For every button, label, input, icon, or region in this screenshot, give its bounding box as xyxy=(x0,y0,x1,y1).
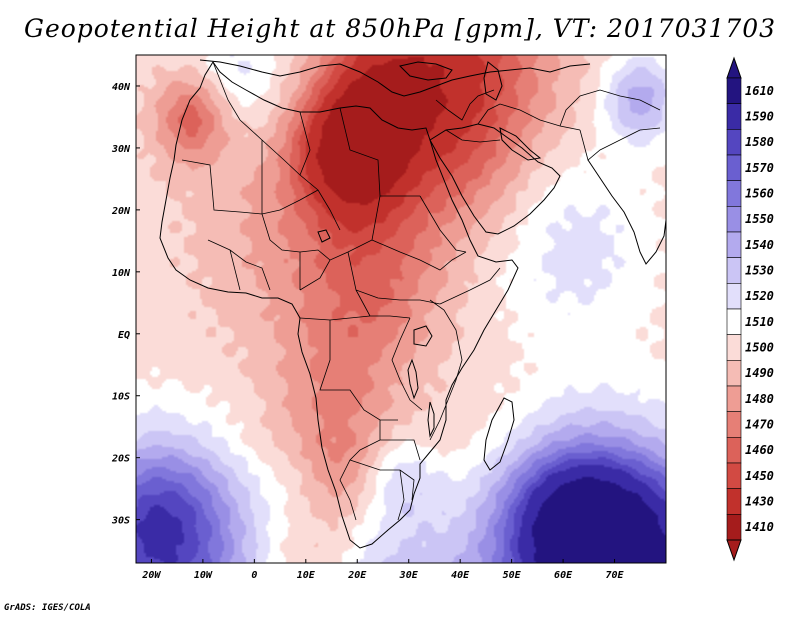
colorbar-label: 1570 xyxy=(745,161,774,175)
lake-malawi xyxy=(427,401,435,438)
map-title: Geopotential Height at 850hPa [gpm], VT:… xyxy=(23,14,777,43)
colorbar-label: 1410 xyxy=(745,520,774,534)
colorbar-label: 1500 xyxy=(745,341,774,355)
colorbar-label: 1450 xyxy=(745,469,774,483)
lat-tick-label: EQ xyxy=(118,330,130,341)
lake-victoria xyxy=(413,325,433,347)
lat-tick-label: 30N xyxy=(111,144,131,155)
colorbar-swatch xyxy=(726,129,742,156)
latitude-tick-labels: 40N 30N 20N 10N EQ 10S 20S 30S xyxy=(111,82,140,527)
colorbar-swatch xyxy=(726,360,742,387)
lat-tick-label: 10S xyxy=(112,392,130,403)
arabian-peninsula-coastline xyxy=(429,123,561,235)
colorbar-label: 1580 xyxy=(745,135,774,149)
map-plot-area xyxy=(135,54,667,564)
lon-tick-label: 0 xyxy=(251,570,257,581)
lon-tick-label: 10E xyxy=(297,570,316,581)
colorbar-label: 1560 xyxy=(745,187,774,201)
colorbar-swatch xyxy=(726,231,742,258)
plot-frame xyxy=(135,54,667,564)
geopotential-height-field xyxy=(136,55,666,563)
colorbar-label: 1520 xyxy=(745,289,774,303)
colorbar-swatch xyxy=(726,77,742,104)
lat-tick-label: 30S xyxy=(111,516,130,527)
colorbar-label: 1610 xyxy=(745,84,774,98)
colorbar-swatch xyxy=(726,308,742,335)
middle-east-borders xyxy=(435,89,661,161)
colorbar-swatch xyxy=(726,334,742,361)
lon-tick-label: 60E xyxy=(554,570,573,581)
lon-tick-label: 50E xyxy=(503,570,522,581)
colorbar-swatch xyxy=(726,206,742,233)
colorbar-swatch xyxy=(726,514,742,541)
colorbar-swatch xyxy=(726,462,742,489)
lake-chad xyxy=(317,229,331,243)
colorbar: 1610 1590 1580 1570 1560 1550 1540 1530 1520 1510… xyxy=(726,56,774,562)
lon-tick-label: 40E xyxy=(451,570,470,581)
colorbar-swatch xyxy=(726,257,742,284)
lat-tick-label: 10N xyxy=(112,268,131,279)
colorbar-label: 1430 xyxy=(745,495,774,509)
colorbar-swatch xyxy=(726,154,742,181)
colorbar-swatch xyxy=(726,437,742,464)
black-sea-coastline xyxy=(399,61,453,81)
lon-tick-label: 20W xyxy=(141,570,161,581)
europe-coastline xyxy=(199,59,591,97)
lat-tick-label: 20S xyxy=(111,454,130,465)
colorbar-swatch xyxy=(726,283,742,310)
colorbar-label: 1550 xyxy=(745,212,774,226)
lat-tick-label: 20N xyxy=(111,206,131,217)
longitude-tick-labels: 20W 10W 0 10E 20E 30E 40E 50E 60E 70E xyxy=(141,559,625,581)
colorbar-label: 1470 xyxy=(745,418,774,432)
colorbar-swatch xyxy=(726,103,742,130)
lake-tanganyika xyxy=(407,358,419,400)
africa-coastline xyxy=(159,61,519,549)
coastlines-and-borders xyxy=(159,59,666,549)
colorbar-top-cap xyxy=(726,56,742,79)
lon-tick-label: 10W xyxy=(194,570,213,581)
colorbar-swatch xyxy=(726,488,742,515)
grads-credit: GrADS: IGES/COLA xyxy=(4,603,91,613)
lat-tick-label: 40N xyxy=(112,82,131,93)
colorbar-label: 1530 xyxy=(745,264,774,278)
colorbar-swatch xyxy=(726,180,742,207)
colorbar-swatch xyxy=(726,411,742,438)
india-coastline xyxy=(587,159,666,265)
madagascar-coastline xyxy=(483,397,515,471)
colorbar-swatch xyxy=(726,385,742,412)
colorbar-label: 1540 xyxy=(745,238,774,252)
colorbar-label: 1460 xyxy=(745,443,774,457)
lon-tick-label: 70E xyxy=(606,570,625,581)
lon-tick-label: 30E xyxy=(399,570,419,581)
colorbar-label: 1490 xyxy=(745,366,774,380)
persian-gulf-coastline xyxy=(499,127,542,161)
colorbar-label: 1510 xyxy=(745,315,774,329)
lon-tick-label: 20E xyxy=(347,570,367,581)
caspian-sea-coastline xyxy=(483,61,503,101)
political-borders xyxy=(181,61,501,521)
colorbar-bottom-cap xyxy=(726,539,742,562)
colorbar-label: 1480 xyxy=(745,392,774,406)
colorbar-label: 1590 xyxy=(745,110,774,124)
